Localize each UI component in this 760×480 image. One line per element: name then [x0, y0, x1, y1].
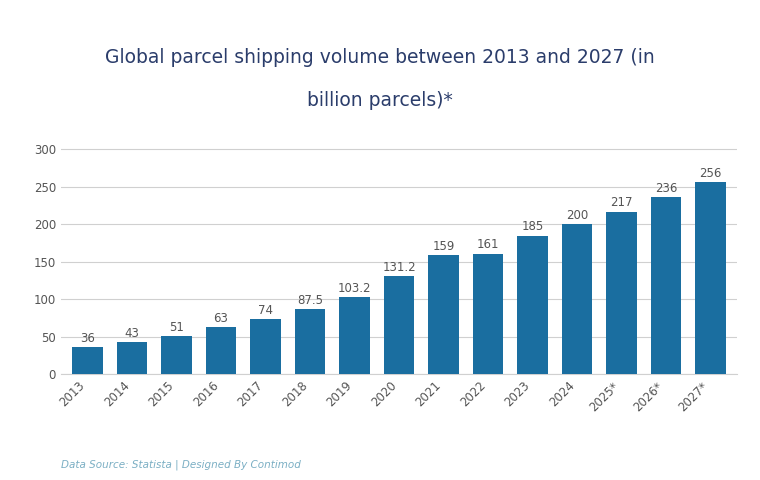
Bar	[250, 319, 280, 374]
Text: 200: 200	[566, 209, 588, 222]
Text: 51: 51	[169, 321, 184, 334]
Bar	[695, 182, 726, 374]
Text: 185: 185	[521, 220, 543, 233]
Text: 87.5: 87.5	[297, 294, 323, 307]
Text: Global parcel shipping volume between 2013 and 2027 (in: Global parcel shipping volume between 20…	[105, 48, 655, 67]
Text: 43: 43	[125, 327, 139, 340]
Bar	[562, 225, 592, 374]
Bar	[473, 253, 503, 374]
Text: 159: 159	[432, 240, 454, 253]
Bar	[295, 309, 325, 374]
Text: 161: 161	[477, 239, 499, 252]
Bar	[384, 276, 414, 374]
Text: 256: 256	[699, 167, 722, 180]
Text: 63: 63	[214, 312, 229, 325]
Bar	[429, 255, 458, 374]
Bar	[72, 348, 103, 374]
Bar	[206, 327, 236, 374]
Text: 217: 217	[610, 196, 633, 209]
Text: 74: 74	[258, 304, 273, 317]
Text: 103.2: 103.2	[337, 282, 371, 295]
Bar	[651, 197, 681, 374]
Text: billion parcels)*: billion parcels)*	[307, 91, 453, 110]
Text: 36: 36	[80, 332, 95, 345]
Text: 236: 236	[655, 182, 677, 195]
Bar	[518, 236, 548, 374]
Text: Data Source: Statista | Designed By Contimod: Data Source: Statista | Designed By Cont…	[61, 460, 301, 470]
Text: 131.2: 131.2	[382, 261, 416, 274]
Bar	[340, 297, 369, 374]
Bar	[606, 212, 637, 374]
Bar	[161, 336, 192, 374]
Bar	[117, 342, 147, 374]
